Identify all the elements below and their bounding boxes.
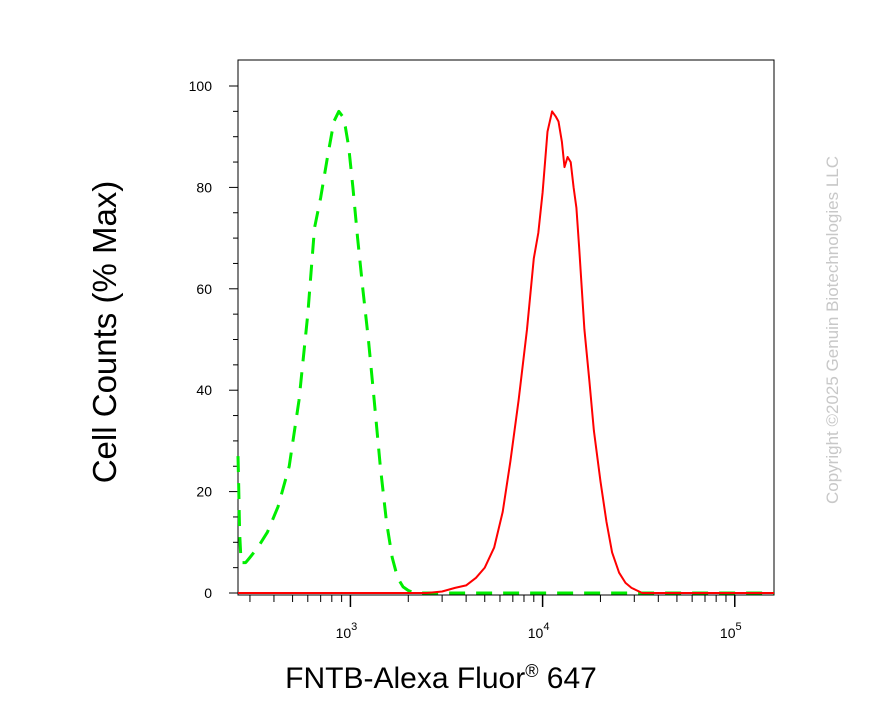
y-tick-label: 100 bbox=[189, 78, 213, 94]
x-axis-title-main: FNTB-Alexa Fluor bbox=[285, 662, 525, 695]
x-tick-label-exponent: 4 bbox=[543, 621, 549, 633]
y-tick-label: 0 bbox=[204, 585, 212, 601]
y-tick-label: 60 bbox=[196, 281, 212, 297]
x-tick-label-exponent: 5 bbox=[736, 621, 742, 633]
series-line-2 bbox=[238, 110, 774, 594]
series-layer bbox=[236, 109, 774, 595]
x-tick-label: 103 bbox=[336, 621, 358, 641]
x-axis-title: FNTB-Alexa Fluor® 647 bbox=[285, 661, 597, 695]
x-tick-label-exponent: 3 bbox=[351, 621, 357, 633]
x-axis-title-registered: ® bbox=[525, 661, 538, 681]
x-tick-label-base: 10 bbox=[336, 625, 352, 641]
y-axis-ticks: 0 20 40 60 80 100 bbox=[189, 78, 238, 601]
x-axis-ticks: 103 104 105 bbox=[249, 595, 742, 641]
y-tick-label: 20 bbox=[196, 484, 212, 500]
x-tick-label: 104 bbox=[528, 621, 550, 641]
x-axis-title-tail: 647 bbox=[538, 662, 596, 695]
x-tick-label-base: 10 bbox=[720, 625, 736, 641]
copyright-watermark: Copyright ©2025 Genuin Biotechnologies L… bbox=[823, 156, 842, 504]
series-line-1 bbox=[236, 109, 774, 595]
y-tick-label: 40 bbox=[196, 382, 212, 398]
x-tick-label: 105 bbox=[720, 621, 742, 641]
y-tick-label: 80 bbox=[196, 179, 212, 195]
y-axis-title: Cell Counts (% Max) bbox=[86, 181, 123, 484]
plot-frame bbox=[237, 59, 775, 596]
x-tick-label-base: 10 bbox=[528, 625, 544, 641]
